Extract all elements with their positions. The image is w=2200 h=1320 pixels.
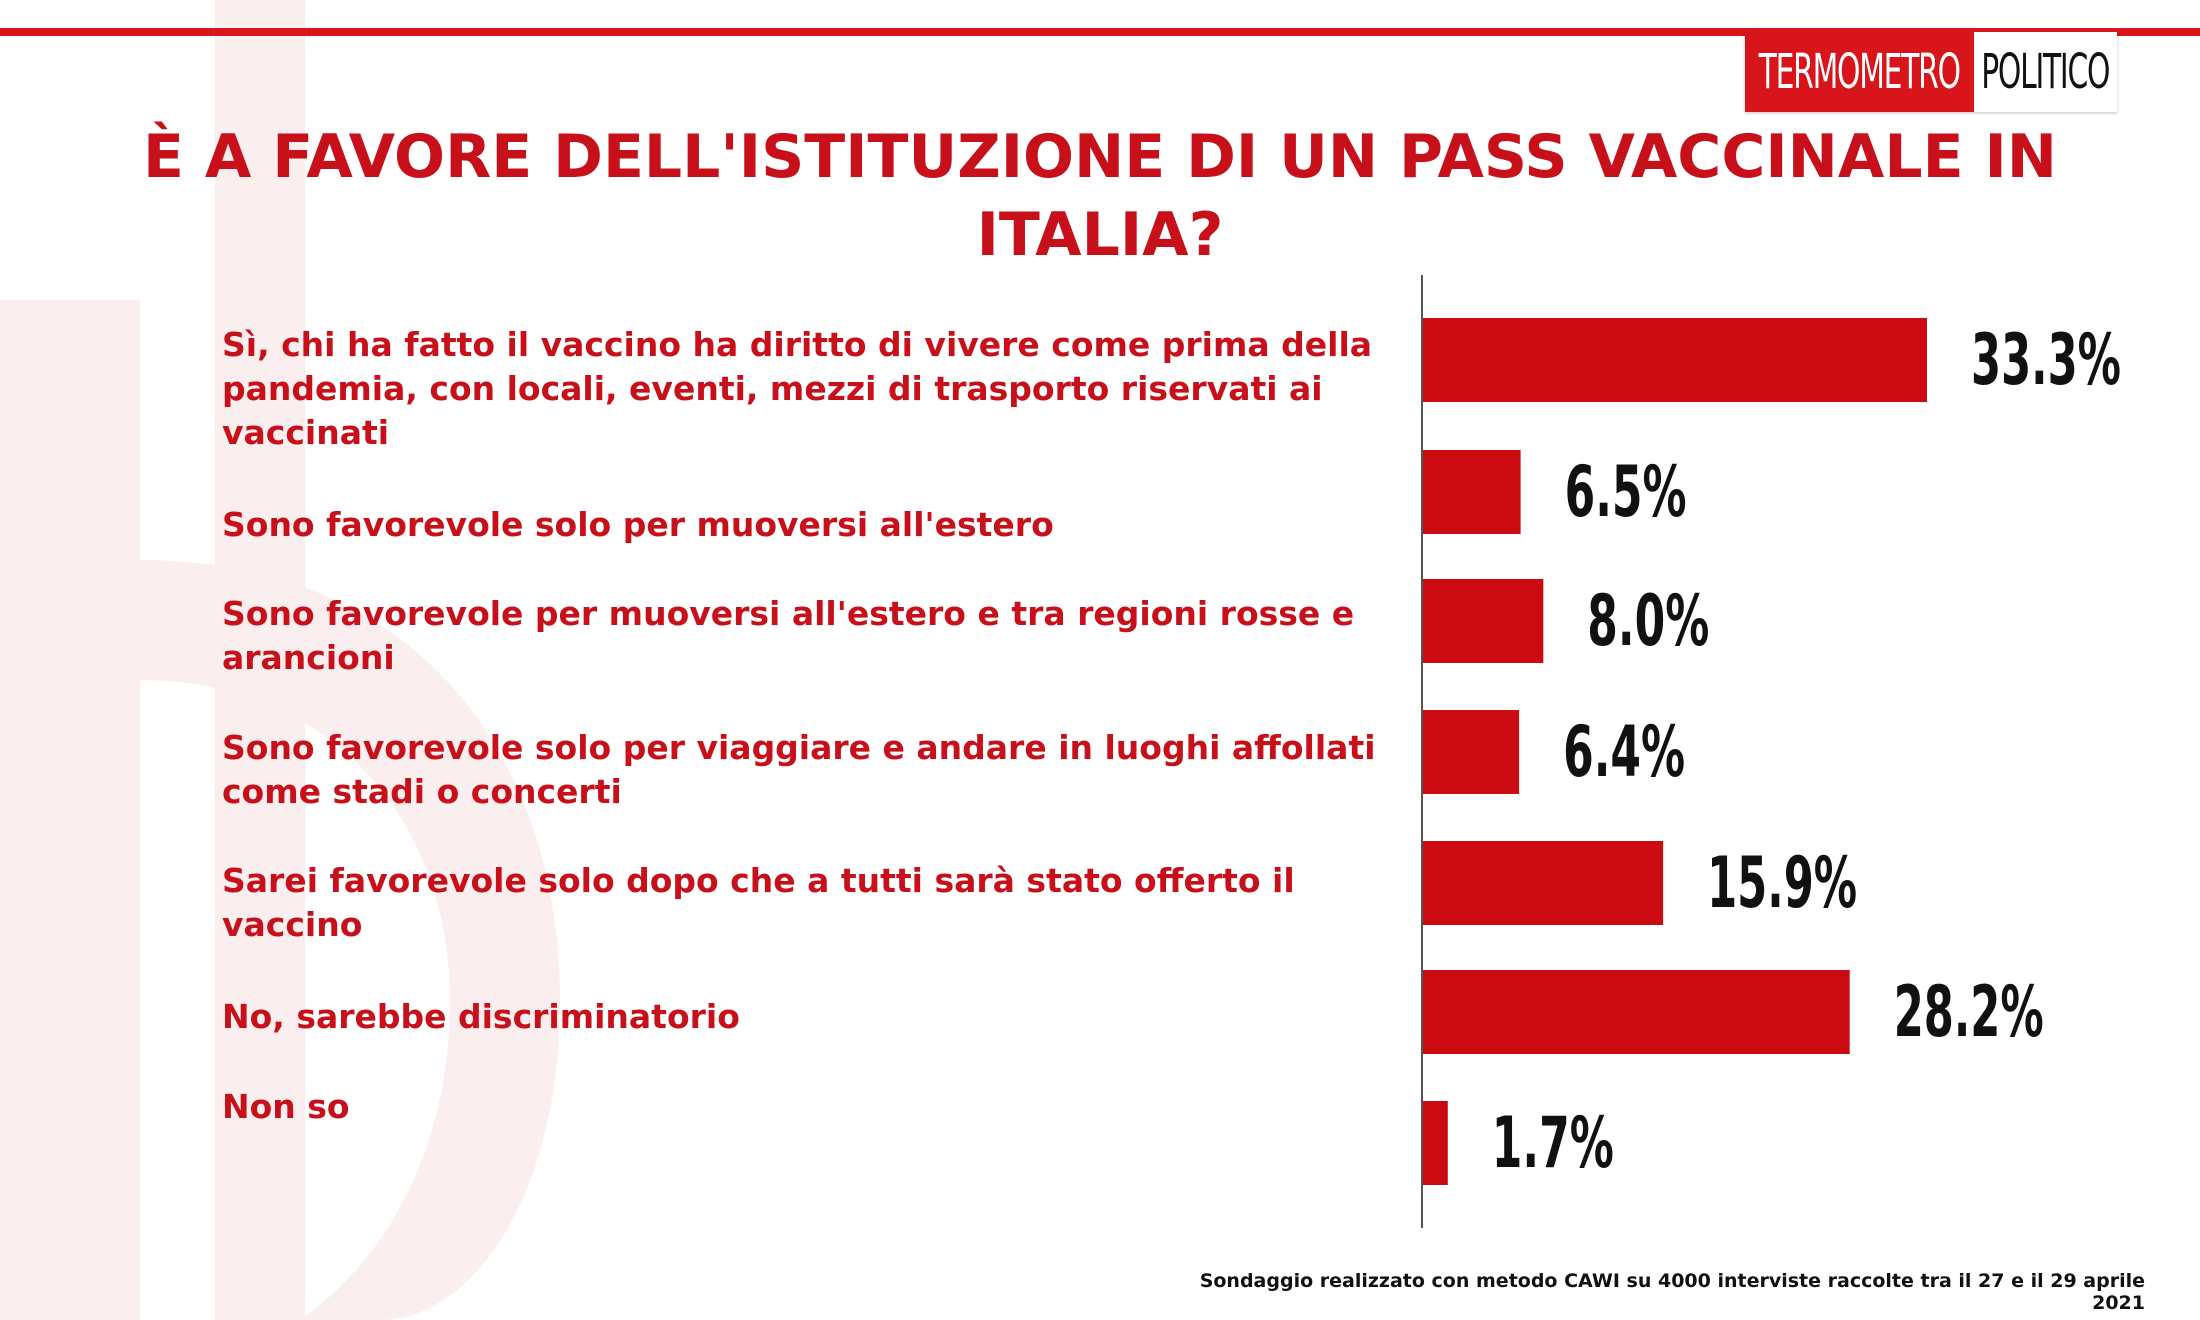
value-label: 15.9% — [1707, 842, 1857, 924]
category-label: Sarei favorevole solo dopo che a tutti s… — [222, 861, 1295, 944]
brand-logo-left: TERMOMETRO — [1745, 32, 1974, 112]
brand-logo: TERMOMETRO POLITICO — [1745, 32, 2117, 112]
chart-title: È A FAVORE DELL'ISTITUZIONE DI UN PASS V… — [143, 122, 2057, 270]
bar — [1422, 450, 1521, 534]
bar — [1422, 318, 1927, 402]
bar — [1422, 710, 1520, 794]
value-labels: 33.3% 6.5% 8.0% 6.4% 15.9% 28.2% 1.7% — [1492, 319, 2121, 1184]
category-label: Sono favorevole solo per viaggiare e and… — [222, 728, 1376, 811]
bar — [1422, 579, 1544, 663]
category-label: Sono favorevole solo per muoversi all'es… — [222, 505, 1054, 544]
footnote: Sondaggio realizzato con metodo CAWI su … — [1199, 1270, 2145, 1314]
value-label: 1.7% — [1492, 1102, 1614, 1184]
bar — [1422, 841, 1664, 925]
value-label: 8.0% — [1587, 580, 1709, 662]
bar — [1422, 970, 1850, 1054]
category-label: Non so — [222, 1087, 350, 1126]
bar-series — [1422, 318, 1927, 1185]
value-label: 33.3% — [1971, 319, 2121, 401]
category-label: No, sarebbe discriminatorio — [222, 997, 740, 1036]
brand-logo-right: POLITICO — [1974, 32, 2117, 112]
value-label: 6.4% — [1563, 711, 1685, 793]
value-label: 6.5% — [1565, 451, 1687, 533]
category-label: Sì, chi ha fatto il vaccino ha diritto d… — [222, 325, 1373, 452]
value-label: 28.2% — [1894, 971, 2044, 1053]
top-rule — [0, 28, 2200, 36]
bar — [1422, 1101, 1448, 1185]
category-label: Sono favorevole per muoversi all'estero … — [222, 594, 1355, 677]
